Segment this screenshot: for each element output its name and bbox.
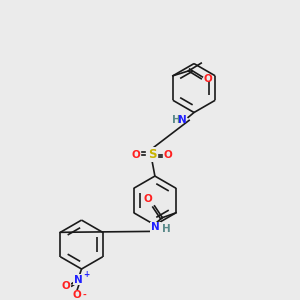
Text: -: - [82, 291, 86, 300]
Text: O: O [144, 194, 153, 204]
Text: H: H [162, 224, 171, 234]
Text: O: O [61, 280, 70, 291]
Text: O: O [132, 150, 141, 160]
Text: S: S [148, 148, 156, 161]
Text: O: O [72, 290, 81, 300]
Text: N: N [74, 275, 83, 285]
Text: +: + [83, 270, 90, 279]
Text: H: H [172, 115, 180, 125]
Text: O: O [163, 150, 172, 160]
Text: N: N [151, 222, 160, 233]
Text: O: O [203, 74, 212, 84]
Text: N: N [178, 115, 187, 125]
